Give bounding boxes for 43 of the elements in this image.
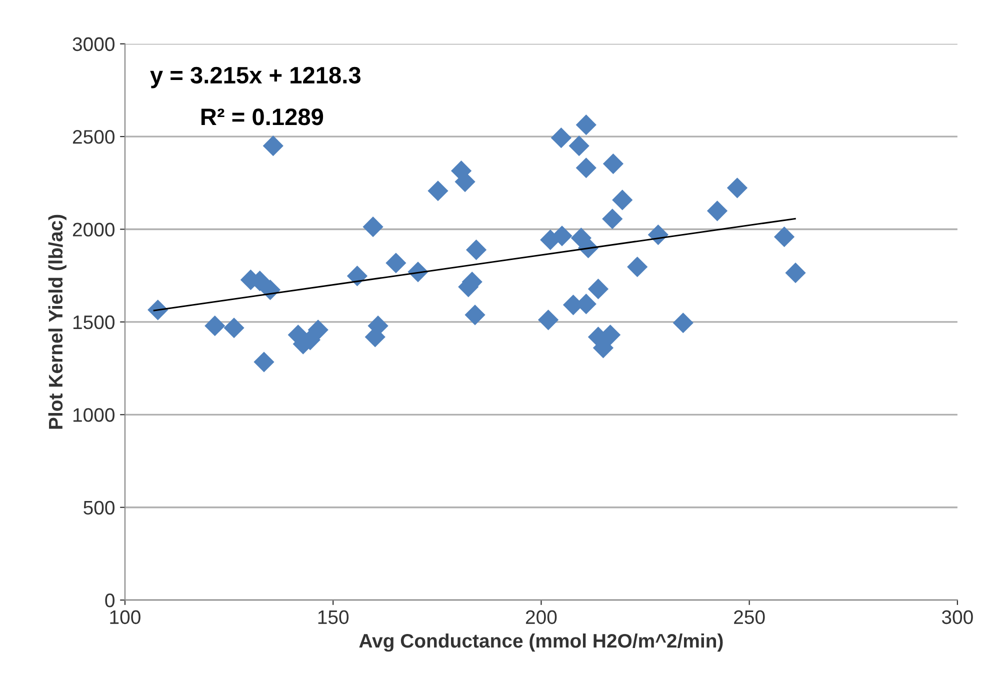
x-tick-label: 250 [734, 610, 765, 624]
point [466, 240, 487, 260]
point [308, 320, 328, 340]
y-tick-label: 2500 [72, 130, 114, 144]
y-tick-label: 500 [84, 500, 114, 515]
y-tick-label: 1500 [73, 315, 114, 330]
y-tick-label: 2000 [72, 222, 114, 236]
point [224, 318, 244, 338]
point [262, 136, 284, 156]
point [204, 316, 226, 336]
x-tick-label: 100 [110, 610, 140, 624]
point [576, 114, 596, 136]
point [386, 252, 406, 274]
point [568, 136, 590, 156]
point [428, 180, 448, 202]
point [362, 216, 384, 238]
point [550, 128, 572, 148]
point [612, 190, 633, 210]
point [726, 178, 748, 198]
point [627, 256, 648, 278]
point [672, 312, 694, 334]
point [538, 310, 559, 330]
y-axis-title: Plot Kernel Yield (lb/ac) [48, 214, 66, 429]
point [346, 266, 368, 286]
x-tick-label: 150 [318, 610, 349, 624]
y-tick-label: 3000 [72, 37, 114, 52]
annotation: R² = 0.1289 [201, 108, 324, 126]
x-axis-title: Avg Conductance (mmol H2O/m^2/min) [359, 633, 723, 652]
point [260, 280, 281, 300]
point [706, 200, 728, 222]
point [588, 278, 609, 300]
annotation: y = 3.215x + 1218.3 [150, 66, 360, 88]
x-tick-label: 200 [526, 610, 557, 624]
point [576, 158, 596, 178]
point [774, 226, 795, 248]
point [464, 304, 486, 326]
y-tick-label: 0 [105, 594, 114, 608]
point [602, 154, 624, 174]
point [602, 208, 623, 230]
point [254, 352, 274, 372]
point [785, 262, 806, 284]
x-tick-label: 300 [942, 610, 973, 624]
y-tick-label: 1000 [73, 408, 114, 422]
